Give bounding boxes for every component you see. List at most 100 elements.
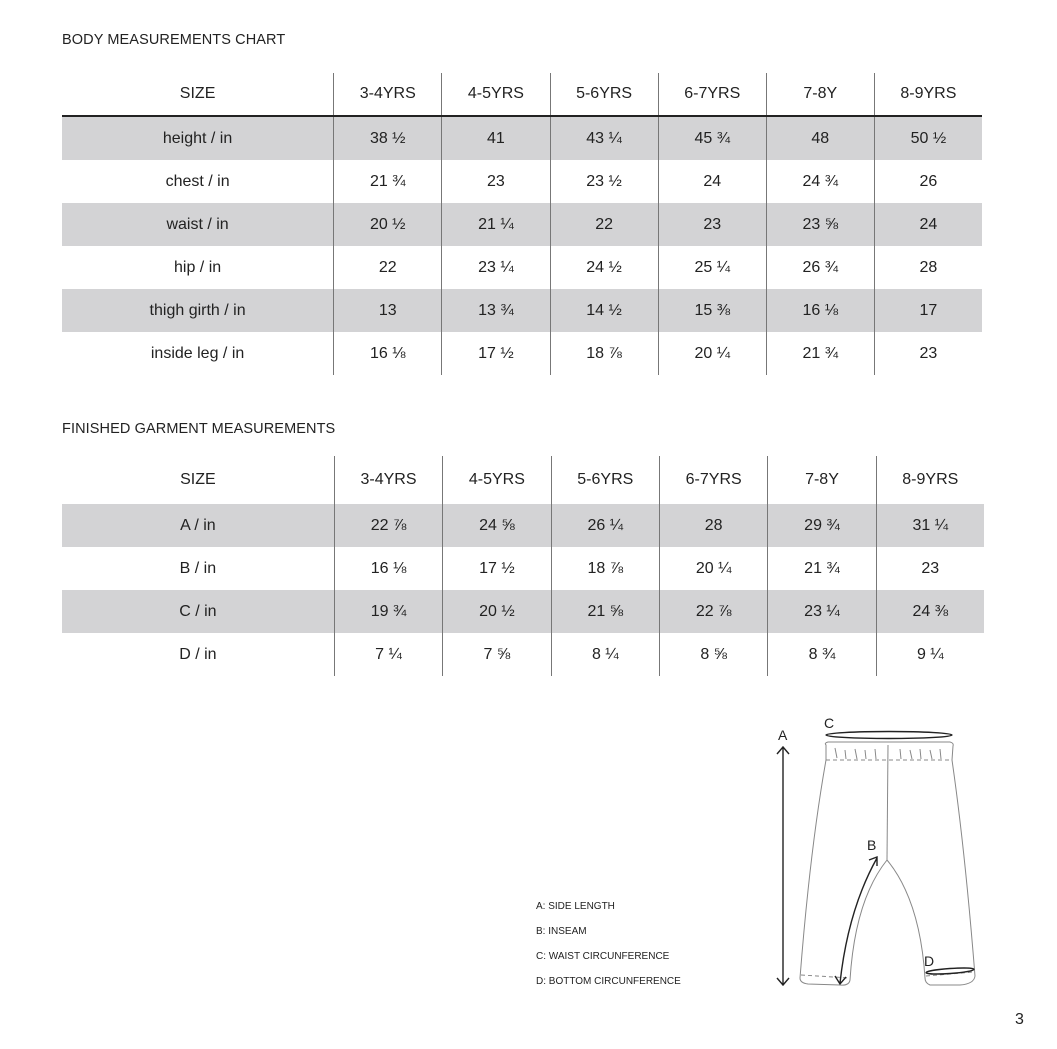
table-cell: 20 ½: [333, 203, 442, 246]
table-cell: 26: [873, 160, 982, 203]
table-cell: 23: [875, 547, 984, 590]
table-cell: 50 ½: [873, 116, 982, 160]
table-cell: 23 ¼: [767, 590, 877, 633]
table-cell: 24 ¾: [765, 160, 875, 203]
row-label: waist / in: [62, 203, 334, 246]
row-label: height / in: [62, 116, 334, 160]
row-label: thigh girth / in: [62, 289, 334, 332]
row-label: A / in: [62, 504, 335, 547]
table-cell: 13: [333, 289, 442, 332]
table-cell: 24 ⅝: [442, 504, 552, 547]
row-label: chest / in: [165, 172, 230, 190]
bottom-circumference-mark: [925, 967, 975, 975]
table-cell: 22: [333, 246, 442, 289]
legend-c: C: WAIST CIRCUNFERENCE: [536, 951, 670, 962]
table-cell: 48: [765, 116, 875, 160]
column-header: 6-7YRS: [658, 456, 768, 504]
table-cell: 31 ¼: [875, 504, 984, 547]
table-cell: 24: [657, 160, 767, 203]
pants-diagram: C A B D: [776, 715, 976, 987]
table-cell: 13 ¾: [441, 289, 550, 332]
table-cell: 17 ½: [442, 547, 552, 590]
table-row: C / in 19 ¾ 20 ½ 21 ⅝ 22 ⅞ 23 ¼ 24 ⅜: [62, 590, 984, 633]
body-measurements-table: SIZE 3-4YRS 4-5YRS 5-6YRS 6-7YRS 7-8Y 8-9YRS he…: [62, 73, 982, 375]
legend-d: D: BOTTOM CIRCUNFERENCE: [536, 976, 681, 987]
left-hem: [800, 974, 850, 979]
legend-b: B: INSEAM: [536, 926, 587, 937]
table-cell: 45 ¾: [657, 116, 767, 160]
page-number: 3: [1015, 1011, 1024, 1028]
table-cell: 28: [873, 246, 982, 289]
side-length-arrow: [776, 745, 790, 987]
table-cell: 21 ⅝: [550, 590, 660, 633]
table-cell: 38 ½: [333, 116, 442, 160]
center-seam: [886, 744, 889, 861]
table-cell: 22 ⅞: [658, 590, 768, 633]
label-d: D: [924, 953, 934, 969]
column-header: 6-7YRS: [657, 73, 767, 117]
waist-circumference-mark: [825, 730, 953, 740]
table-cell: 23 ¼: [441, 246, 550, 289]
table-cell: 26 ¾: [765, 246, 875, 289]
column-header: 7-8Y: [765, 73, 875, 117]
table-row: height / in 38 ½ 41 43 ¼ 45 ¾ 48 50 ½: [62, 116, 982, 160]
row-label: C / in: [62, 590, 335, 633]
column-header: SIZE: [62, 73, 334, 117]
table-cell: 24: [873, 203, 982, 246]
inseam-arrow: [834, 855, 878, 986]
table-cell: 14 ½: [549, 289, 659, 332]
table-row: chest / in 21 ¾ 23 23 ½ 24 24 ¾ 26: [62, 160, 982, 203]
table-cell: 8 ⅝: [658, 633, 768, 676]
column-header: 7-8Y: [767, 456, 877, 504]
table-cell: 23 ½: [549, 160, 659, 203]
table-cell: 23: [873, 332, 982, 375]
table-cell: 20 ¼: [657, 332, 767, 375]
table-cell: 15 ⅜: [657, 289, 767, 332]
table-cell: 23: [657, 203, 767, 246]
row-label: B / in: [179, 559, 217, 577]
table-cell: 7 ¼: [333, 633, 443, 676]
legend-a: A: SIDE LENGTH: [536, 901, 615, 912]
table-cell: 23 ⅝: [765, 203, 875, 246]
table-cell: 16 ⅛: [765, 289, 875, 332]
column-header: 4-5YRS: [441, 73, 550, 117]
table-cell: 21 ¼: [441, 203, 550, 246]
table-row: A / in 22 ⅞ 24 ⅝ 26 ¼ 28 29 ¾ 31 ¼: [62, 504, 984, 547]
table-cell: 20 ½: [442, 590, 552, 633]
body-chart-title: BODY MEASUREMENTS CHART: [62, 32, 286, 48]
pants-outline: [799, 741, 976, 986]
header-row: SIZE 3-4YRS 4-5YRS 5-6YRS 6-7YRS 7-8Y 8-9YRS: [62, 73, 982, 117]
table-row: B / in 16 ⅛ 17 ½ 18 ⅞ 20 ¼ 21 ¾ 23: [62, 547, 984, 590]
column-header: 3-4YRS: [333, 73, 442, 117]
table-cell: 21 ¾: [333, 160, 442, 203]
table-cell: 9 ¼: [875, 633, 984, 676]
column-header: 4-5YRS: [442, 456, 552, 504]
garment-measurements-table: SIZE 3-4YRS 4-5YRS 5-6YRS 6-7YRS 7-8Y 8-9YRS A …: [62, 456, 984, 676]
table-cell: 19 ¾: [333, 590, 443, 633]
table-cell: 26 ¼: [550, 504, 660, 547]
table-row: hip / in 22 23 ¼ 24 ½ 25 ¼ 26 ¾ 28: [62, 246, 982, 289]
row-label: D / in: [179, 645, 217, 663]
table-cell: 21 ¾: [765, 332, 875, 375]
column-header: 5-6YRS: [550, 456, 660, 504]
table-cell: 29 ¾: [767, 504, 877, 547]
column-header: 3-4YRS: [333, 456, 443, 504]
table-cell: 16 ⅛: [333, 332, 442, 375]
table-cell: 17 ½: [441, 332, 550, 375]
header-row: SIZE 3-4YRS 4-5YRS 5-6YRS 6-7YRS 7-8Y 8-9YRS: [62, 456, 984, 504]
table-cell: 18 ⅞: [549, 332, 659, 375]
label-c: C: [824, 715, 834, 731]
table-cell: 22 ⅞: [333, 504, 443, 547]
table-cell: 18 ⅞: [550, 547, 660, 590]
column-header: SIZE: [180, 471, 216, 488]
table-cell: 20 ¼: [658, 547, 768, 590]
label-b: B: [867, 837, 876, 853]
table-row: thigh girth / in 13 13 ¾ 14 ½ 15 ⅜ 16 ⅛ 17: [62, 289, 982, 332]
table-cell: 16 ⅛: [333, 547, 443, 590]
column-header: 5-6YRS: [549, 73, 659, 117]
table-row: waist / in 20 ½ 21 ¼ 22 23 23 ⅝ 24: [62, 203, 982, 246]
column-header: 8-9YRS: [873, 73, 982, 117]
table-cell: 17: [873, 289, 982, 332]
table-cell: 22: [549, 203, 659, 246]
